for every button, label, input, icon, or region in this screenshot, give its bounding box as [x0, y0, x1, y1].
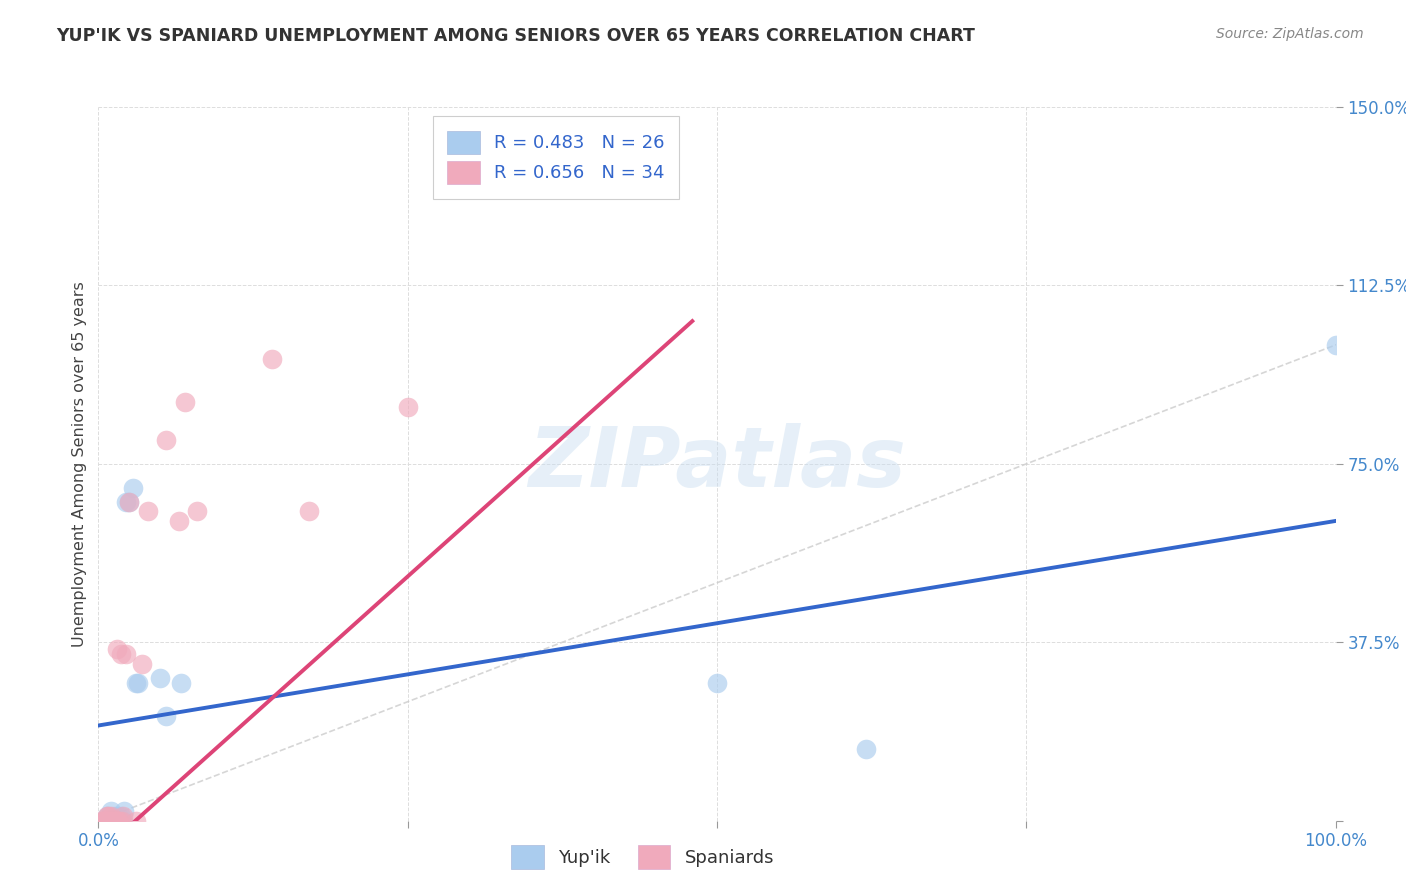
Point — [103, 814, 125, 828]
Point — [122, 481, 145, 495]
Point — [131, 657, 153, 671]
Point — [93, 814, 115, 828]
Point — [105, 642, 128, 657]
Point — [103, 809, 125, 823]
Point — [167, 514, 190, 528]
Point — [111, 814, 134, 828]
Point — [98, 814, 121, 828]
Point — [94, 814, 117, 828]
Point — [1324, 338, 1347, 352]
Point — [103, 814, 125, 828]
Text: YUP'IK VS SPANIARD UNEMPLOYMENT AMONG SENIORS OVER 65 YEARS CORRELATION CHART: YUP'IK VS SPANIARD UNEMPLOYMENT AMONG SE… — [56, 27, 976, 45]
Point — [112, 804, 135, 818]
Point — [93, 814, 115, 828]
Point — [149, 671, 172, 685]
Point — [104, 814, 127, 828]
Point — [124, 814, 146, 828]
Legend: Yup'ik, Spaniards: Yup'ik, Spaniards — [505, 838, 782, 876]
Point — [114, 647, 136, 661]
Y-axis label: Unemployment Among Seniors over 65 years: Unemployment Among Seniors over 65 years — [72, 281, 87, 647]
Point — [108, 814, 131, 828]
Point — [706, 675, 728, 690]
Point — [110, 647, 132, 661]
Point — [155, 433, 177, 447]
Point — [103, 814, 125, 828]
Text: ZIPatlas: ZIPatlas — [529, 424, 905, 504]
Point — [98, 814, 121, 828]
Point — [100, 814, 122, 828]
Point — [155, 709, 177, 723]
Point — [100, 809, 122, 823]
Point — [124, 675, 146, 690]
Point — [96, 809, 118, 823]
Point — [136, 504, 159, 518]
Point — [96, 809, 118, 823]
Point — [100, 814, 122, 828]
Point — [114, 495, 136, 509]
Point — [105, 814, 128, 828]
Point — [91, 814, 114, 828]
Point — [97, 809, 120, 823]
Point — [118, 495, 141, 509]
Point — [111, 814, 134, 828]
Point — [298, 504, 321, 518]
Point — [107, 809, 129, 823]
Text: Source: ZipAtlas.com: Source: ZipAtlas.com — [1216, 27, 1364, 41]
Point — [170, 675, 193, 690]
Point — [94, 814, 117, 828]
Point — [186, 504, 208, 518]
Point — [105, 814, 128, 828]
Point — [112, 814, 135, 828]
Point — [396, 400, 419, 414]
Point — [97, 814, 120, 828]
Point — [97, 814, 120, 828]
Point — [100, 804, 122, 818]
Point — [110, 809, 132, 823]
Point — [127, 675, 149, 690]
Point — [855, 742, 877, 756]
Point — [108, 814, 131, 828]
Point — [112, 809, 135, 823]
Point — [96, 814, 118, 828]
Point — [93, 814, 115, 828]
Point — [174, 395, 197, 409]
Point — [118, 495, 141, 509]
Point — [101, 814, 124, 828]
Point — [260, 352, 283, 367]
Point — [107, 814, 129, 828]
